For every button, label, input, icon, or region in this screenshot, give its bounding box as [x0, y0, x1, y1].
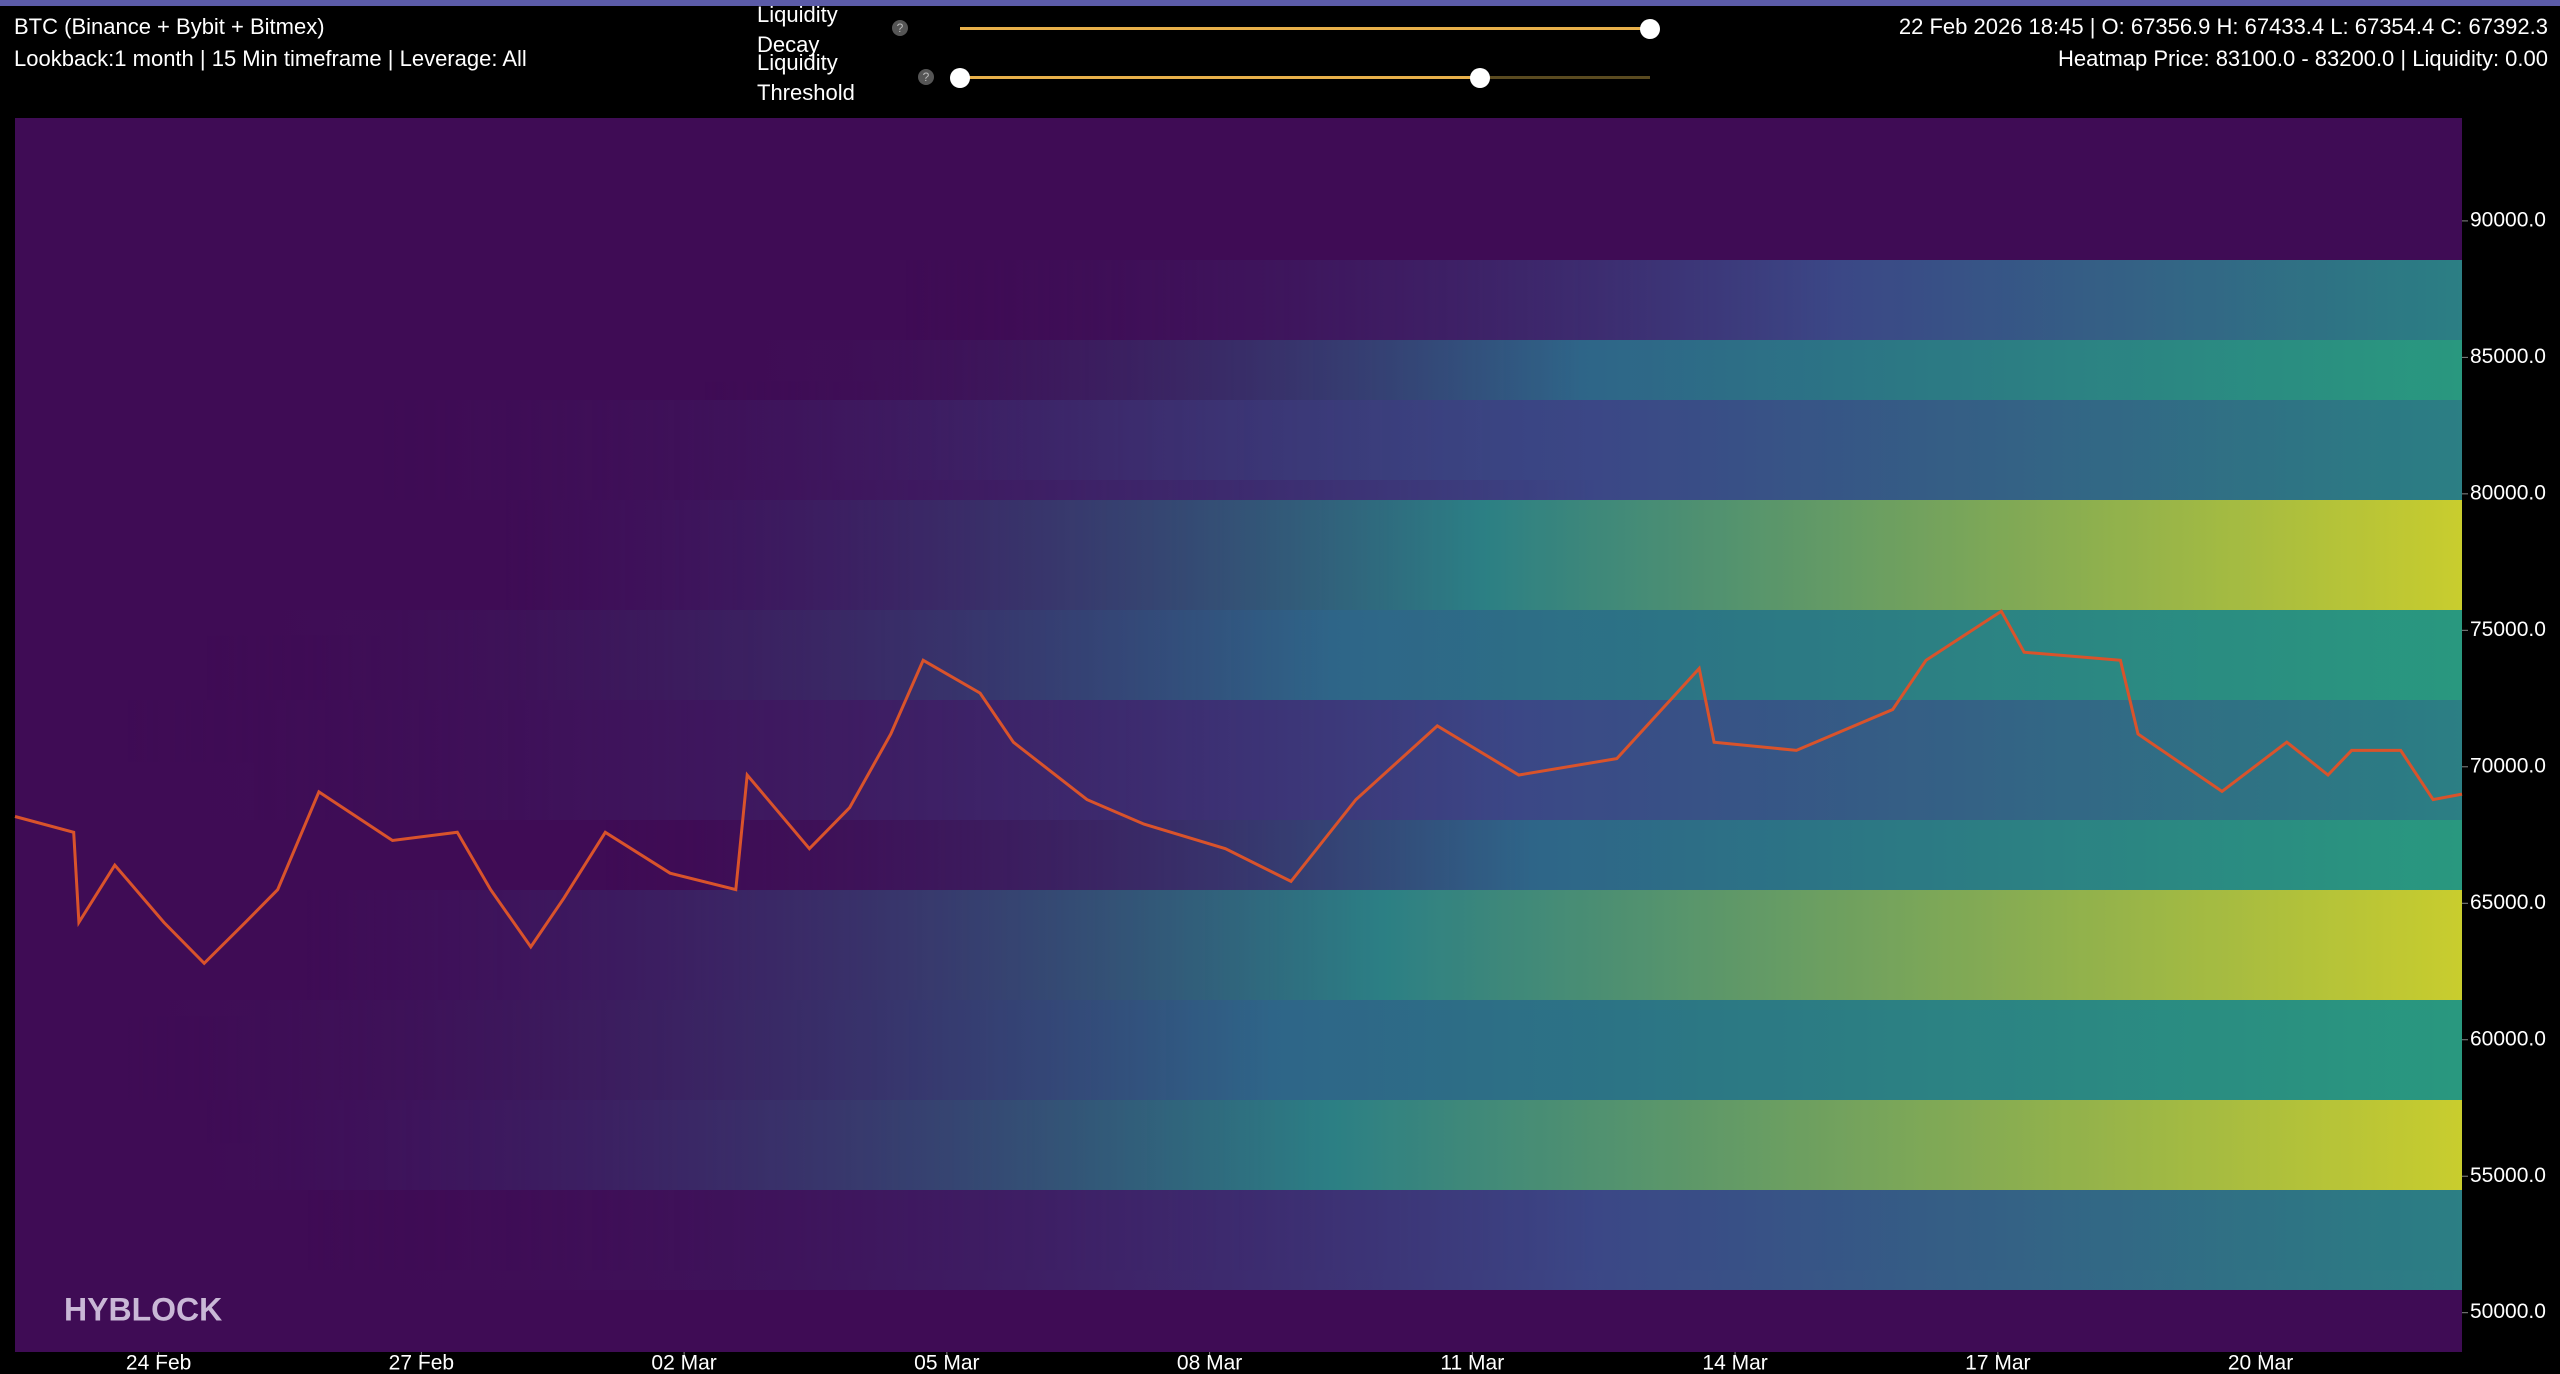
x-tick-label: 11 Mar [1440, 1352, 1504, 1374]
x-tick-label: 20 Mar [2228, 1352, 2293, 1374]
x-tick-label: 08 Mar [1177, 1352, 1242, 1374]
watermark: HYBLOCK [64, 1291, 222, 1327]
slider-fill [960, 27, 1650, 30]
x-tick-label: 14 Mar [1702, 1352, 1767, 1374]
y-tick-label: 90000.0 [2470, 208, 2546, 231]
x-tick-label: 27 Feb [389, 1352, 454, 1374]
subtitle: Lookback:1 month | 15 Min timeframe | Le… [14, 46, 527, 71]
y-tick-label: 75000.0 [2470, 618, 2546, 641]
top-bar [0, 0, 2560, 6]
x-tick-label: 24 Feb [126, 1352, 191, 1374]
y-tick-label: 70000.0 [2470, 754, 2546, 777]
heatmap [80, 260, 2462, 1290]
slider-fill [960, 76, 1480, 79]
slider-thumb[interactable] [1640, 19, 1660, 39]
ohlc-info: 22 Feb 2026 18:45 | O: 67356.9 H: 67433.… [1898, 14, 2548, 39]
decay-label: Liquidity Decay [757, 2, 838, 57]
slider-thumb[interactable] [950, 68, 970, 88]
help-icon[interactable]: ? [892, 20, 908, 36]
heatmap-info: Heatmap Price: 83100.0 - 83200.0 | Liqui… [2057, 46, 2548, 71]
y-tick-label: 50000.0 [2470, 1300, 2546, 1323]
threshold-label: Liquidity Threshold [757, 50, 855, 105]
y-tick-label: 55000.0 [2470, 1164, 2546, 1187]
y-tick-label: 85000.0 [2470, 345, 2546, 368]
x-tick-label: 02 Mar [651, 1352, 716, 1374]
y-tick-label: 65000.0 [2470, 891, 2546, 914]
x-tick-label: 17 Mar [1965, 1352, 2030, 1374]
y-tick-label: 60000.0 [2470, 1027, 2546, 1050]
title: BTC (Binance + Bybit + Bitmex) [14, 14, 325, 39]
y-tick-label: 80000.0 [2470, 481, 2546, 504]
price-line [14, 609, 2463, 966]
help-icon[interactable]: ? [918, 69, 934, 85]
slider-thumb[interactable] [1470, 68, 1490, 88]
x-tick-label: 05 Mar [914, 1352, 979, 1374]
